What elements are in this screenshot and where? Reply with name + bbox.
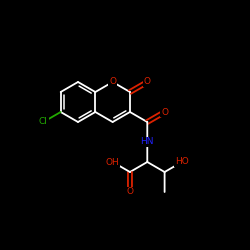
Text: OH: OH — [106, 158, 120, 166]
Text: O: O — [109, 78, 116, 86]
Text: O: O — [126, 188, 134, 196]
Text: O: O — [161, 108, 168, 116]
Text: Cl: Cl — [39, 118, 48, 126]
Text: HO: HO — [175, 158, 189, 166]
Text: HN: HN — [140, 138, 154, 146]
Text: O: O — [144, 78, 151, 86]
